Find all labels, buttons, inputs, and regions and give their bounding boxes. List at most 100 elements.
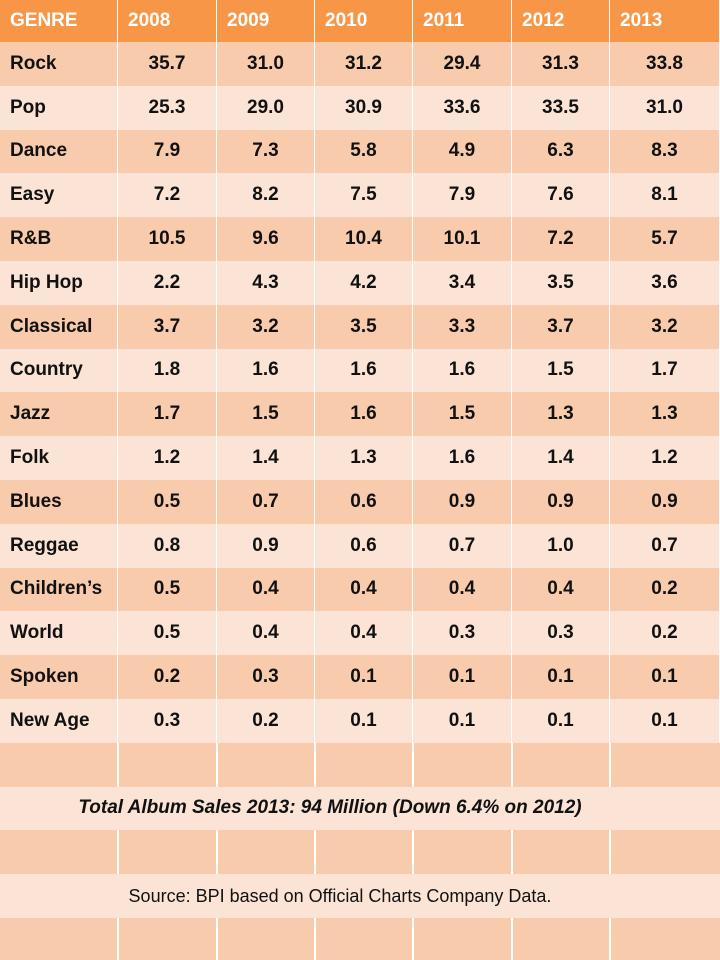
sales-share-value: 3.7 (118, 304, 217, 349)
sales-share-value: 0.3 (512, 611, 610, 656)
sales-share-value: 0.8 (118, 523, 217, 568)
sales-share-value: 1.2 (610, 436, 720, 480)
sales-share-value: 1.5 (413, 392, 512, 437)
sales-share-value: 35.7 (118, 42, 217, 86)
sales-share-value: 1.6 (217, 348, 315, 393)
sales-share-value: 3.3 (413, 304, 512, 349)
table-row: Easy 7.2 8.2 7.5 7.9 7.6 8.1 (0, 173, 720, 218)
sales-share-value: 7.3 (217, 129, 315, 174)
header-genre: GENRE (0, 0, 118, 42)
sales-share-value: 8.2 (217, 173, 315, 218)
sales-share-value: 8.3 (610, 129, 720, 174)
sales-share-value: 4.9 (413, 129, 512, 174)
sales-share-value: 33.5 (512, 85, 610, 130)
genre-name: Hip Hop (0, 261, 118, 305)
sales-share-value: 0.4 (512, 567, 610, 612)
sales-share-value: 0.5 (118, 611, 217, 656)
sales-share-value: 0.9 (610, 480, 720, 524)
sales-share-value: 1.4 (217, 436, 315, 480)
table-row: Dance 7.9 7.3 5.8 4.9 6.3 8.3 (0, 129, 720, 174)
sales-share-value: 0.9 (512, 480, 610, 524)
table-row: Pop 25.3 29.0 30.9 33.6 33.5 31.0 (0, 85, 720, 130)
sales-share-value: 7.6 (512, 173, 610, 218)
column-divider (511, 918, 513, 960)
sales-share-value: 0.3 (118, 699, 217, 743)
genre-name: Blues (0, 480, 118, 524)
table-row: Jazz 1.7 1.5 1.6 1.5 1.3 1.3 (0, 392, 720, 437)
column-divider (609, 742, 611, 787)
sales-share-value: 6.3 (512, 129, 610, 174)
table-row: Country 1.8 1.6 1.6 1.6 1.5 1.7 (0, 348, 720, 393)
sales-share-value: 0.3 (413, 611, 512, 656)
sales-share-value: 1.2 (118, 436, 217, 480)
sales-share-value: 10.5 (118, 217, 217, 261)
source-row: Source: BPI based on Official Charts Com… (0, 874, 720, 918)
sales-share-value: 4.3 (217, 261, 315, 305)
sales-share-value: 7.2 (512, 217, 610, 261)
column-divider (314, 742, 316, 787)
sales-share-value: 4.2 (315, 261, 413, 305)
genre-name: Country (0, 348, 118, 393)
total-album-sales-note: Total Album Sales 2013: 94 Million (Down… (78, 797, 582, 819)
column-divider (609, 918, 611, 960)
table-row: Folk 1.2 1.4 1.3 1.6 1.4 1.2 (0, 436, 720, 480)
genre-name: Folk (0, 436, 118, 480)
sales-share-value: 31.0 (217, 42, 315, 86)
sales-share-value: 1.6 (315, 392, 413, 437)
footer-text-container: Total Album Sales 2013: 94 Million (Down… (0, 787, 720, 831)
sales-share-value: 0.4 (413, 567, 512, 612)
genre-name: Rock (0, 42, 118, 86)
sales-share-value: 3.7 (512, 304, 610, 349)
sales-share-value: 5.8 (315, 129, 413, 174)
header-year: 2011 (413, 0, 512, 42)
sales-share-value: 0.9 (413, 480, 512, 524)
sales-share-value: 30.9 (315, 85, 413, 130)
header-year: 2012 (512, 0, 610, 42)
genre-name: Children’s (0, 567, 118, 612)
sales-share-value: 0.9 (217, 523, 315, 568)
column-divider (216, 742, 218, 787)
sales-share-value: 1.3 (512, 392, 610, 437)
sales-share-value: 1.7 (118, 392, 217, 437)
sales-share-value: 33.8 (610, 42, 720, 86)
table-row: Hip Hop 2.2 4.3 4.2 3.4 3.5 3.6 (0, 261, 720, 305)
sales-share-value: 1.3 (610, 392, 720, 437)
column-divider (314, 830, 316, 875)
sales-share-value: 1.6 (315, 348, 413, 393)
sales-share-value: 7.5 (315, 173, 413, 218)
column-divider (609, 830, 611, 875)
sales-share-value: 7.2 (118, 173, 217, 218)
sales-share-value: 0.2 (610, 567, 720, 612)
sales-share-value: 0.7 (610, 523, 720, 568)
column-divider (511, 742, 513, 787)
genre-name: World (0, 611, 118, 656)
sales-share-value: 3.4 (413, 261, 512, 305)
sales-share-value: 33.6 (413, 85, 512, 130)
column-divider (117, 918, 119, 960)
column-divider (412, 918, 414, 960)
sales-share-value: 1.4 (512, 436, 610, 480)
header-year: 2009 (217, 0, 315, 42)
sales-share-value: 1.5 (512, 348, 610, 393)
column-divider (117, 742, 119, 787)
table-row: World 0.5 0.4 0.4 0.3 0.3 0.2 (0, 611, 720, 656)
footer-text-container: Source: BPI based on Official Charts Com… (0, 874, 720, 918)
column-divider (216, 830, 218, 875)
sales-share-value: 31.0 (610, 85, 720, 130)
sales-share-value: 0.5 (118, 480, 217, 524)
header-year: 2010 (315, 0, 413, 42)
sales-share-value: 0.5 (118, 567, 217, 612)
genre-name: Spoken (0, 655, 118, 699)
sales-share-value: 0.1 (315, 699, 413, 743)
table-row: Rock 35.7 31.0 31.2 29.4 31.3 33.8 (0, 42, 720, 86)
sales-share-value: 9.6 (217, 217, 315, 261)
column-divider (216, 918, 218, 960)
sales-share-value: 0.3 (217, 655, 315, 699)
genre-name: Pop (0, 85, 118, 130)
table-row: Blues 0.5 0.7 0.6 0.9 0.9 0.9 (0, 480, 720, 524)
sales-share-value: 0.1 (512, 699, 610, 743)
sales-share-value: 1.3 (315, 436, 413, 480)
sales-share-value: 0.7 (217, 480, 315, 524)
sales-share-value: 1.5 (217, 392, 315, 437)
